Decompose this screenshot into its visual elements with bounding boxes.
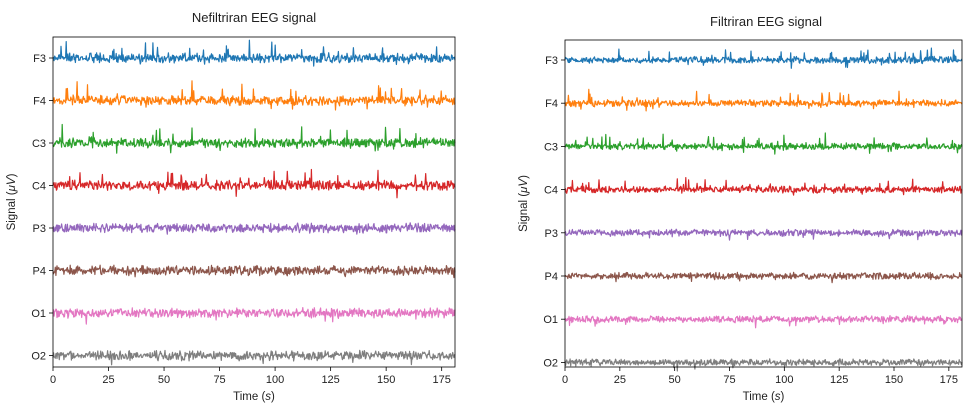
unfiltered-xtick-label-0: 0 <box>50 374 56 386</box>
filtered-channel-label-p4: P4 <box>545 271 558 283</box>
unfiltered-trace-p3 <box>52 222 456 235</box>
unfiltered-trace-c3 <box>52 123 456 154</box>
filtered-x-axis-name: Time <box>743 391 768 403</box>
unfiltered-time-ticks: 0 25 50 75 100 125 150 175 <box>50 367 451 386</box>
unfiltered-channel-label-p3: P3 <box>33 223 46 235</box>
unfiltered-traces <box>52 39 456 366</box>
unfiltered-y-axis-name: Signal <box>6 198 18 230</box>
filtered-trace-c4 <box>564 177 963 196</box>
filtered-channel-ticks: F3 F4 C3 C4 P3 P4 O1 O2 <box>543 55 565 369</box>
filtered-xtick-label-75: 75 <box>723 374 735 386</box>
filtered-y-axis-label: Signal (μV) <box>518 175 530 232</box>
filtered-channel-label-c3: C3 <box>544 141 558 153</box>
filtered-xtick-label-100: 100 <box>775 374 793 386</box>
unfiltered-xtick-label-100: 100 <box>266 374 284 386</box>
filtered-xtick-label-0: 0 <box>562 374 568 386</box>
unfiltered-xtick-label-175: 175 <box>432 374 450 386</box>
unfiltered-channel-label-p4: P4 <box>33 266 46 278</box>
filtered-trace-f4 <box>564 88 963 112</box>
unfiltered-channel-ticks: F3 F4 C3 C4 P3 P4 O1 O2 <box>31 53 53 363</box>
filtered-x-axis-label: Time (s) <box>743 391 785 403</box>
filtered-channel-label-o2: O2 <box>543 357 558 369</box>
filtered-trace-f3 <box>564 47 963 69</box>
filtered-xtick-label-125: 125 <box>830 374 848 386</box>
filtered-y-axis-name: Signal <box>518 200 530 232</box>
unfiltered-xtick-label-75: 75 <box>213 374 225 386</box>
filtered-trace-c3 <box>565 132 963 155</box>
unfiltered-channel-label-c3: C3 <box>32 138 46 150</box>
unfiltered-channel-label-c4: C4 <box>32 181 46 193</box>
filtered-time-ticks: 0 25 50 75 100 125 150 175 <box>562 367 958 386</box>
unfiltered-plot-frame <box>52 36 456 368</box>
filtered-traces <box>564 47 963 372</box>
filtered-channel-label-f3: F3 <box>545 55 558 67</box>
filtered-channel-label-o1: O1 <box>543 314 558 326</box>
unfiltered-y-axis-unit: μV <box>6 176 18 192</box>
unfiltered-channel-label-o2: O2 <box>31 351 46 363</box>
unfiltered-x-axis-unit: s <box>265 391 271 403</box>
unfiltered-trace-o1 <box>52 307 456 325</box>
unfiltered-trace-p4 <box>52 264 456 279</box>
filtered-xtick-label-150: 150 <box>885 374 903 386</box>
unfiltered-xtick-label-150: 150 <box>377 374 395 386</box>
filtered-trace-p3 <box>564 228 963 241</box>
filtered-x-axis-unit: s <box>775 391 781 403</box>
unfiltered-xtick-label-25: 25 <box>102 374 114 386</box>
unfiltered-trace-f3 <box>52 39 456 67</box>
filtered-channel-label-c4: C4 <box>544 185 558 197</box>
unfiltered-xtick-label-50: 50 <box>158 374 170 386</box>
filtered-trace-o1 <box>564 315 963 329</box>
unfiltered-chart-title: Nefiltriran EEG signal <box>192 10 316 25</box>
filtered-trace-p4 <box>564 271 963 284</box>
filtered-eeg-panel: Filtriran EEG signal F3 F4 C3 C4 P3 P4 O1 O2 0 2… <box>518 14 963 403</box>
unfiltered-trace-o2 <box>52 349 456 366</box>
filtered-channel-label-p3: P3 <box>545 228 558 240</box>
filtered-trace-o2 <box>564 358 963 372</box>
unfiltered-channel-label-f4: F4 <box>33 96 46 108</box>
unfiltered-x-axis-label: Time (s) <box>233 391 275 403</box>
unfiltered-xtick-label-125: 125 <box>321 374 339 386</box>
unfiltered-trace-f4 <box>52 80 456 111</box>
unfiltered-channel-label-o1: O1 <box>31 308 46 320</box>
unfiltered-eeg-panel: Nefiltriran EEG signal F3F4C3C4P3P4O1O2 … <box>6 10 456 403</box>
unfiltered-y-axis-label: Signal (μV) <box>6 173 18 230</box>
unfiltered-channel-label-f3: F3 <box>33 53 46 65</box>
filtered-xtick-label-175: 175 <box>940 374 958 386</box>
filtered-chart-title: Filtriran EEG signal <box>710 14 822 29</box>
unfiltered-x-axis-name: Time <box>233 391 258 403</box>
filtered-xtick-label-25: 25 <box>614 374 626 386</box>
unfiltered-trace-c4 <box>52 168 456 199</box>
filtered-channel-label-f4: F4 <box>545 98 558 110</box>
filtered-y-axis-unit: μV <box>518 178 530 194</box>
filtered-plot-frame <box>564 39 963 368</box>
filtered-xtick-label-50: 50 <box>669 374 681 386</box>
